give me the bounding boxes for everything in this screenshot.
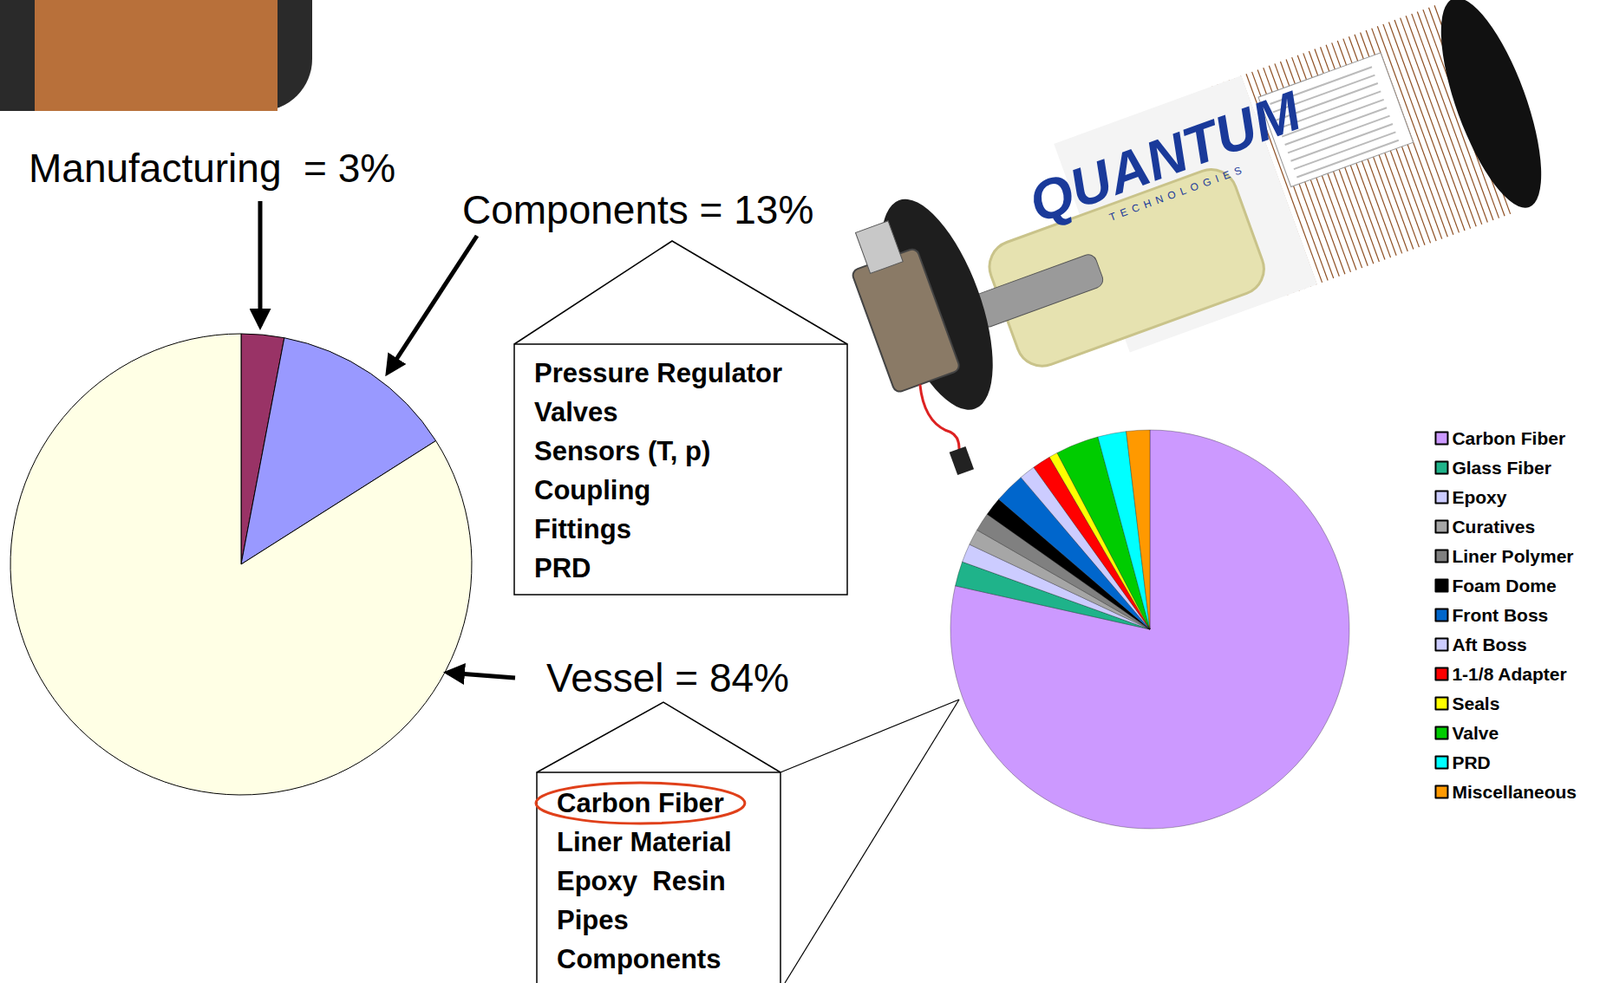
svg-text:Manufacturing = 3%: Manufacturing = 3% [28, 145, 396, 191]
svg-text:Valve: Valve [1451, 723, 1499, 744]
svg-text:Carbon Fiber: Carbon Fiber [1451, 428, 1566, 449]
svg-text:Fittings: Fittings [534, 514, 632, 545]
svg-text:Front Boss: Front Boss [1451, 605, 1548, 626]
svg-text:Pipes: Pipes [556, 905, 629, 936]
svg-text:PRD: PRD [534, 553, 591, 584]
svg-text:Liner Material: Liner Material [556, 827, 732, 858]
svg-text:Seals: Seals [1451, 693, 1500, 714]
svg-text:Glass Fiber: Glass Fiber [1451, 457, 1551, 478]
svg-text:TECHNOLOGIES: TECHNOLOGIES [1107, 162, 1248, 223]
svg-text:Vessel = 84%: Vessel = 84% [546, 655, 790, 701]
svg-text:Coupling: Coupling [534, 475, 651, 506]
svg-text:Foam Dome: Foam Dome [1451, 575, 1556, 596]
svg-text:QUANTUM: QUANTUM [1020, 78, 1311, 236]
svg-text:Sensors (T, p): Sensors (T, p) [534, 436, 711, 467]
svg-text:1-1/8 Adapter: 1-1/8 Adapter [1451, 664, 1567, 685]
svg-text:Components: Components [556, 944, 721, 975]
svg-text:Curatives: Curatives [1451, 516, 1535, 537]
svg-text:Carbon Fiber: Carbon Fiber [556, 788, 725, 819]
svg-text:Epoxy Resin: Epoxy Resin [556, 866, 726, 897]
svg-text:Valves: Valves [534, 397, 619, 428]
svg-text:Aft Boss: Aft Boss [1451, 634, 1527, 655]
svg-text:Liner Polymer: Liner Polymer [1451, 546, 1574, 567]
svg-text:Miscellaneous: Miscellaneous [1451, 782, 1577, 803]
svg-text:PRD: PRD [1451, 752, 1490, 773]
svg-text:Components = 13%: Components = 13% [462, 187, 814, 233]
svg-text:Pressure Regulator: Pressure Regulator [534, 358, 783, 389]
svg-text:Epoxy: Epoxy [1451, 487, 1507, 508]
